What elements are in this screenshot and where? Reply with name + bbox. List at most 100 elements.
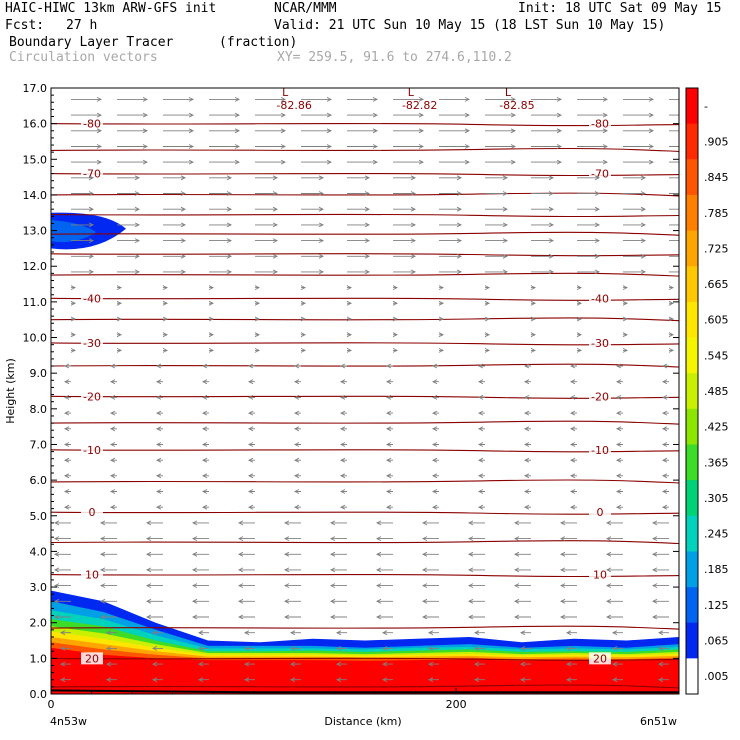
circulation-vector bbox=[155, 410, 163, 416]
circulation-vector bbox=[569, 489, 577, 494]
circulation-vector bbox=[208, 332, 215, 338]
circulation-vector bbox=[117, 238, 141, 244]
circulation-vector bbox=[615, 442, 623, 447]
contour-label-bg bbox=[589, 117, 611, 130]
terrain-outline bbox=[51, 689, 679, 694]
circulation-vector bbox=[477, 410, 485, 416]
circulation-vector bbox=[155, 426, 163, 432]
circulation-vector bbox=[530, 347, 537, 353]
circulation-vector bbox=[116, 300, 123, 306]
circulation-vector bbox=[116, 332, 123, 338]
colorbar-swatch bbox=[686, 515, 698, 552]
x-tick-label: 200 bbox=[446, 698, 467, 711]
circulation-vector bbox=[530, 300, 537, 306]
circulation-vector bbox=[63, 410, 71, 416]
circulation-vector bbox=[485, 175, 509, 181]
circulation-vector bbox=[208, 300, 215, 306]
circulation-vector bbox=[485, 112, 517, 118]
circulation-vector bbox=[569, 363, 577, 369]
circulation-vector bbox=[301, 222, 325, 228]
circulation-vector bbox=[293, 473, 301, 479]
colorbar: - .905 .845 .785 .725 .665 .605 .545 .485 .425 .36… bbox=[685, 87, 729, 695]
temperature-contour bbox=[51, 479, 679, 484]
circulation-vector bbox=[485, 128, 517, 134]
circulation-vector bbox=[346, 332, 353, 338]
contour-label: 10 bbox=[85, 569, 99, 582]
circulation-vector bbox=[615, 473, 623, 479]
circulation-vector bbox=[569, 394, 577, 400]
circulation-vector bbox=[569, 379, 577, 385]
circulation-vector bbox=[569, 442, 577, 447]
circulation-vector bbox=[201, 410, 209, 416]
circulation-vector bbox=[611, 630, 623, 636]
circulation-vector bbox=[375, 567, 393, 573]
contour-label: 20 bbox=[85, 652, 99, 665]
circulation-vector bbox=[485, 191, 509, 196]
circulation-vector bbox=[531, 175, 555, 181]
circulation-vector bbox=[661, 394, 669, 400]
circulation-vector bbox=[109, 426, 117, 432]
circulation-vector bbox=[375, 583, 393, 589]
y-tick-label: 0.0 bbox=[30, 688, 48, 701]
circulation-vector bbox=[393, 112, 425, 118]
circulation-vector bbox=[623, 159, 655, 165]
circulation-vector bbox=[392, 316, 399, 322]
circulation-vector bbox=[243, 630, 255, 636]
circulation-vector bbox=[209, 159, 241, 165]
circulation-vector bbox=[255, 175, 279, 181]
circulation-vector bbox=[339, 363, 347, 369]
circulation-vector bbox=[53, 551, 71, 557]
circulation-vector bbox=[622, 347, 629, 353]
circulation-vector bbox=[393, 206, 417, 212]
circulation-vector bbox=[431, 410, 439, 416]
circulation-vector bbox=[247, 504, 255, 510]
circulation-vector bbox=[201, 426, 209, 432]
circulation-vector bbox=[577, 159, 609, 165]
circulation-vector bbox=[201, 457, 209, 463]
circulation-vector bbox=[293, 410, 301, 416]
circulation-vector bbox=[605, 598, 623, 604]
circulation-vector bbox=[485, 222, 509, 228]
circulation-vector bbox=[531, 238, 555, 244]
circulation-vector bbox=[71, 159, 103, 165]
circulation-vector bbox=[623, 96, 655, 102]
circulation-vector bbox=[255, 144, 287, 149]
contour-label: -20 bbox=[591, 390, 609, 403]
circulation-vector bbox=[577, 144, 609, 149]
low-value: -82.82 bbox=[402, 99, 437, 112]
circulation-vector bbox=[523, 473, 531, 479]
circulation-vector bbox=[381, 645, 393, 651]
circulation-vector bbox=[375, 520, 393, 526]
circulation-vector bbox=[335, 661, 347, 667]
circulation-vector bbox=[237, 598, 255, 604]
circulation-vector bbox=[293, 457, 301, 463]
contour-label-bg bbox=[589, 167, 611, 180]
colorbar-swatch bbox=[686, 408, 698, 445]
contour-label-bg bbox=[81, 336, 103, 349]
circulation-vector bbox=[283, 520, 301, 526]
contour-label: 20 bbox=[593, 652, 607, 665]
circulation-vector bbox=[421, 551, 439, 557]
circulation-vector bbox=[162, 347, 169, 353]
circulation-vector bbox=[71, 112, 103, 118]
circulation-vector bbox=[385, 363, 393, 369]
circulation-vector bbox=[623, 191, 647, 196]
circulation-vector bbox=[209, 253, 233, 259]
circulation-vector bbox=[661, 442, 669, 447]
circulation-vector bbox=[531, 159, 563, 165]
colorbar-label: .425 bbox=[704, 421, 729, 434]
circulation-vector bbox=[623, 269, 647, 275]
circulation-vector bbox=[531, 112, 563, 118]
circulation-vector bbox=[339, 426, 347, 432]
circulation-vector bbox=[576, 285, 583, 291]
circulation-vector bbox=[577, 206, 601, 212]
circulation-vector bbox=[559, 536, 577, 542]
circulation-vector bbox=[163, 96, 195, 102]
circulation-vector bbox=[381, 630, 393, 636]
circulation-vector bbox=[623, 128, 655, 134]
circulation-vector bbox=[661, 457, 669, 463]
contour-label-bg bbox=[81, 390, 103, 403]
temperature-contour bbox=[51, 684, 679, 689]
colorbar-label: .125 bbox=[704, 599, 729, 612]
circulation-vector bbox=[145, 583, 163, 589]
